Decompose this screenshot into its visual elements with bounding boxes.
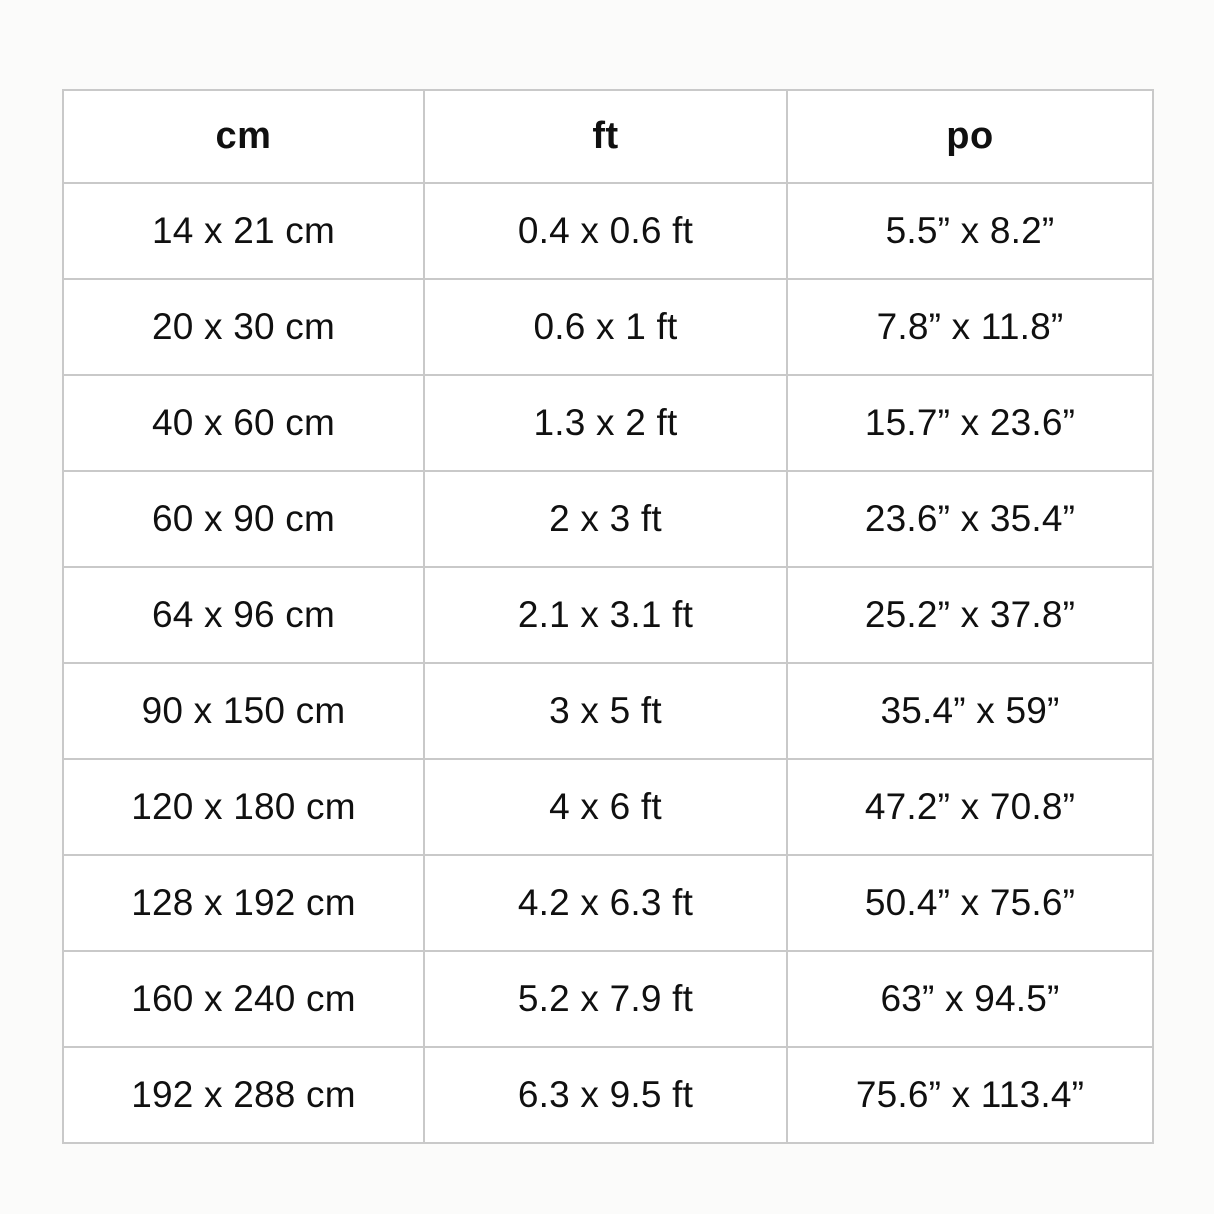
table-row: 60 x 90 cm 2 x 3 ft 23.6” x 35.4” bbox=[62, 470, 1154, 568]
table-header: cm ft po bbox=[62, 89, 1154, 184]
table-row: 14 x 21 cm 0.4 x 0.6 ft 5.5” x 8.2” bbox=[62, 182, 1154, 280]
cell-cm: 90 x 150 cm bbox=[62, 662, 425, 760]
table-row: 64 x 96 cm 2.1 x 3.1 ft 25.2” x 37.8” bbox=[62, 566, 1154, 664]
size-conversion-table: cm ft po 14 x 21 cm 0.4 x 0.6 ft 5.5” x … bbox=[62, 89, 1154, 1144]
cell-ft: 0.4 x 0.6 ft bbox=[423, 182, 788, 280]
cell-ft: 6.3 x 9.5 ft bbox=[423, 1046, 788, 1144]
cell-cm: 160 x 240 cm bbox=[62, 950, 425, 1048]
cell-ft: 2.1 x 3.1 ft bbox=[423, 566, 788, 664]
cell-cm: 14 x 21 cm bbox=[62, 182, 425, 280]
cell-cm: 128 x 192 cm bbox=[62, 854, 425, 952]
cell-cm: 40 x 60 cm bbox=[62, 374, 425, 472]
column-header-cm: cm bbox=[62, 89, 425, 184]
table-header-row: cm ft po bbox=[62, 89, 1154, 184]
cell-po: 23.6” x 35.4” bbox=[786, 470, 1154, 568]
cell-ft: 1.3 x 2 ft bbox=[423, 374, 788, 472]
table-row: 90 x 150 cm 3 x 5 ft 35.4” x 59” bbox=[62, 662, 1154, 760]
cell-ft: 3 x 5 ft bbox=[423, 662, 788, 760]
column-header-po: po bbox=[786, 89, 1154, 184]
table-row: 20 x 30 cm 0.6 x 1 ft 7.8” x 11.8” bbox=[62, 278, 1154, 376]
cell-cm: 120 x 180 cm bbox=[62, 758, 425, 856]
table-body: 14 x 21 cm 0.4 x 0.6 ft 5.5” x 8.2” 20 x… bbox=[62, 182, 1154, 1144]
cell-ft: 5.2 x 7.9 ft bbox=[423, 950, 788, 1048]
cell-po: 47.2” x 70.8” bbox=[786, 758, 1154, 856]
cell-po: 50.4” x 75.6” bbox=[786, 854, 1154, 952]
cell-po: 7.8” x 11.8” bbox=[786, 278, 1154, 376]
cell-po: 15.7” x 23.6” bbox=[786, 374, 1154, 472]
table-row: 120 x 180 cm 4 x 6 ft 47.2” x 70.8” bbox=[62, 758, 1154, 856]
cell-ft: 4 x 6 ft bbox=[423, 758, 788, 856]
cell-cm: 20 x 30 cm bbox=[62, 278, 425, 376]
column-header-ft: ft bbox=[423, 89, 788, 184]
cell-po: 5.5” x 8.2” bbox=[786, 182, 1154, 280]
cell-po: 63” x 94.5” bbox=[786, 950, 1154, 1048]
cell-po: 75.6” x 113.4” bbox=[786, 1046, 1154, 1144]
cell-po: 35.4” x 59” bbox=[786, 662, 1154, 760]
cell-ft: 2 x 3 ft bbox=[423, 470, 788, 568]
table-row: 160 x 240 cm 5.2 x 7.9 ft 63” x 94.5” bbox=[62, 950, 1154, 1048]
cell-cm: 192 x 288 cm bbox=[62, 1046, 425, 1144]
cell-ft: 4.2 x 6.3 ft bbox=[423, 854, 788, 952]
table-row: 128 x 192 cm 4.2 x 6.3 ft 50.4” x 75.6” bbox=[62, 854, 1154, 952]
cell-po: 25.2” x 37.8” bbox=[786, 566, 1154, 664]
table-row: 40 x 60 cm 1.3 x 2 ft 15.7” x 23.6” bbox=[62, 374, 1154, 472]
cell-cm: 64 x 96 cm bbox=[62, 566, 425, 664]
cell-cm: 60 x 90 cm bbox=[62, 470, 425, 568]
cell-ft: 0.6 x 1 ft bbox=[423, 278, 788, 376]
table-row: 192 x 288 cm 6.3 x 9.5 ft 75.6” x 113.4” bbox=[62, 1046, 1154, 1144]
